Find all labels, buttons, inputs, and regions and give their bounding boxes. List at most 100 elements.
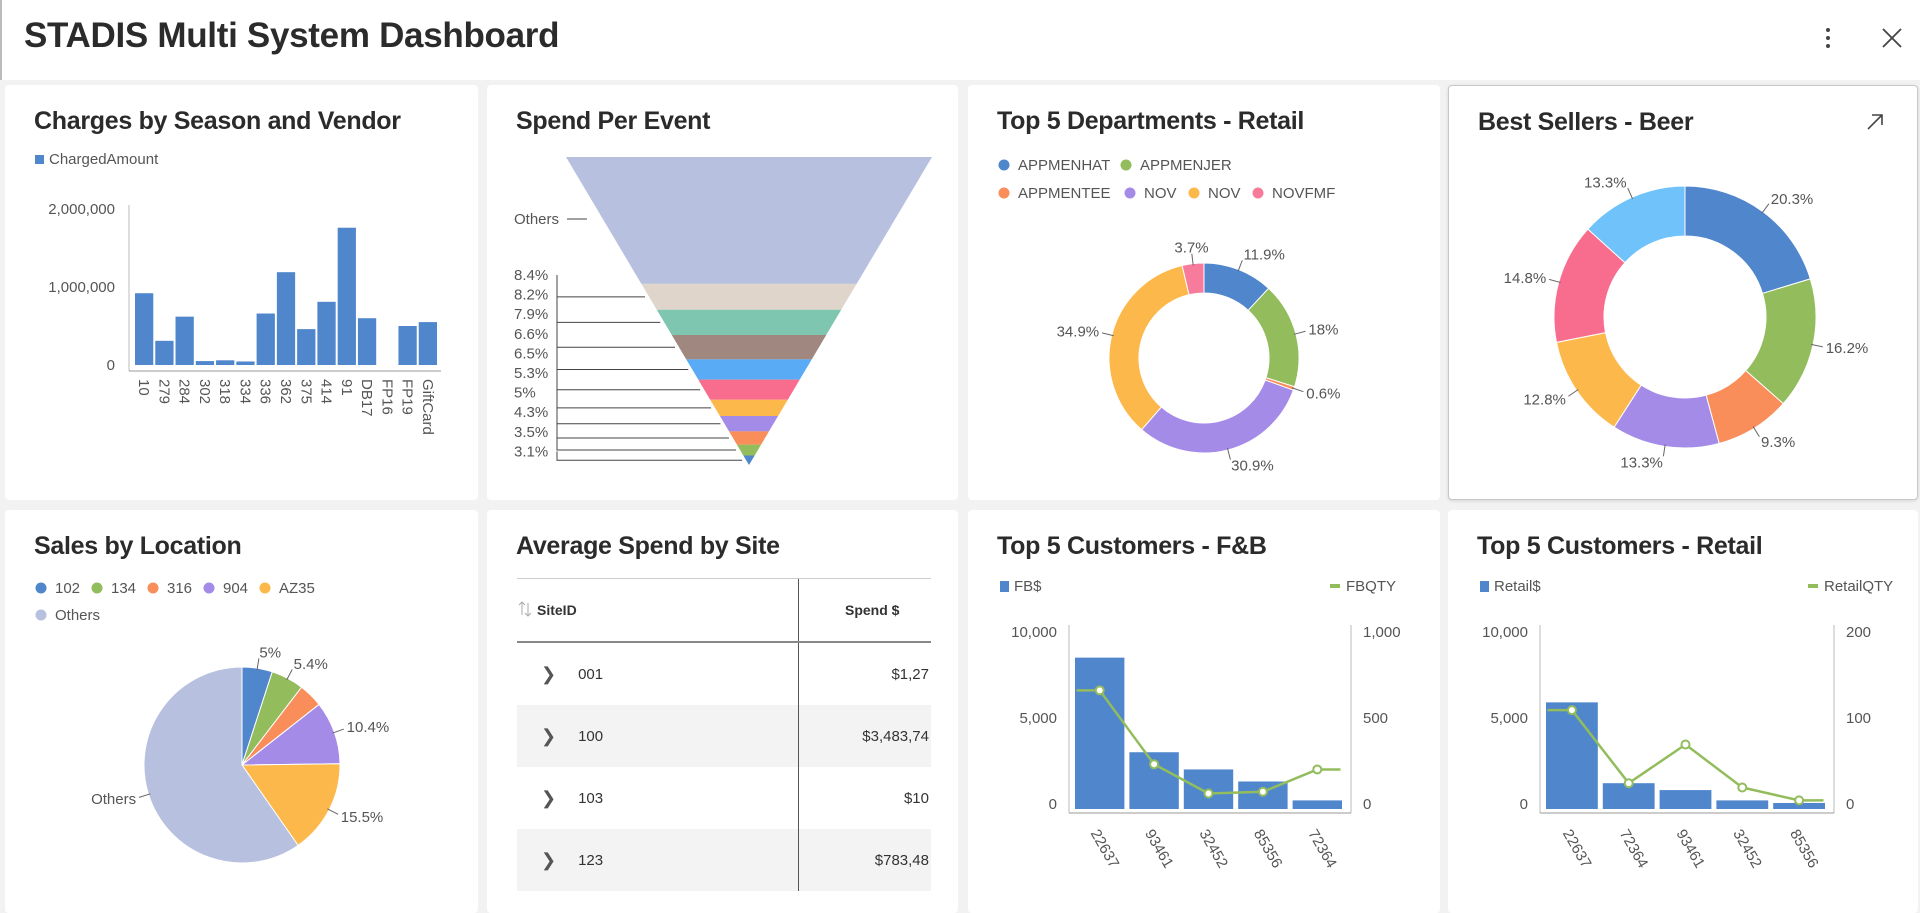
site-id: 001 (578, 665, 604, 683)
legend-marker (1188, 187, 1200, 199)
slice-label: 0.6% (1306, 386, 1340, 403)
sort-arrows-icon[interactable] (517, 599, 533, 619)
leader-line (286, 669, 293, 681)
bar[interactable] (1546, 702, 1598, 809)
site-id: 123 (578, 851, 604, 869)
segment-label: 5.3% (514, 365, 548, 382)
leader-line (256, 658, 260, 671)
pie-slice[interactable] (1140, 379, 1295, 454)
widget-average-spend-by-site[interactable]: Average Spend by Site SiteID Spend $ ❯ 00… (487, 510, 958, 913)
widget-charges-by-season[interactable]: Charges by Season and Vendor ChargedAmou… (5, 85, 478, 500)
slice-label: 10.4% (347, 719, 390, 736)
widget-top5-customers-fb[interactable]: Top 5 Customers - F&B FB$ FBQTY 0 5,000 10,0… (968, 510, 1440, 913)
funnel-segment (566, 157, 932, 284)
slice-label: 12.8% (1523, 392, 1566, 409)
pie-slice[interactable] (1181, 262, 1205, 296)
widget-title: Top 5 Customers - Retail (1477, 532, 1763, 560)
donut-chart: 11.9% 18% 0.6% 30.9% 34.9% 3.7% APPMENHAT APPME… (998, 157, 1340, 474)
y-tick-label: 5,000 (1019, 710, 1057, 727)
bar[interactable] (1773, 802, 1825, 809)
column-label: Spend $ (845, 602, 900, 618)
leader-line (1237, 260, 1243, 272)
y-tick-label: 200 (1846, 624, 1871, 641)
funnel-segment (729, 431, 769, 445)
x-tick-label: 10 (135, 379, 152, 396)
bar (297, 329, 316, 365)
widget-title: Charges by Season and Vendor (34, 107, 401, 135)
table-row[interactable]: ❯ 123 $783,48 (517, 829, 931, 891)
leader-line (556, 353, 701, 391)
x-tick-label: 85356 (1250, 827, 1286, 872)
expand-chevron-icon[interactable]: ❯ (541, 849, 557, 870)
spend-value: $1,27 (891, 665, 929, 683)
legend-label: NOV (1208, 185, 1241, 202)
bar[interactable] (1659, 790, 1712, 809)
more-options-button[interactable] (1810, 20, 1846, 56)
widget-title: Spend Per Event (516, 107, 711, 135)
x-tick-label: 414 (318, 379, 335, 404)
x-tick-label: 85356 (1786, 827, 1822, 872)
column-header-siteid[interactable]: SiteID (517, 579, 799, 641)
widget-spend-per-event[interactable]: Spend Per Event Others 8.4% 8.2% 7.9% 6.6% 6.… (487, 85, 958, 500)
legend-label: APPMENTEE (1018, 185, 1111, 202)
segment-label: 8.4% (514, 267, 548, 284)
line-point (1566, 705, 1577, 716)
segment-label: 6.6% (514, 326, 548, 343)
expand-chevron-icon[interactable]: ❯ (541, 787, 557, 808)
segment-label: 4.3% (514, 404, 548, 421)
column-header-spend[interactable]: Spend $ (799, 579, 929, 641)
bar (357, 318, 377, 365)
expand-chevron-icon[interactable]: ❯ (541, 663, 557, 684)
widget-best-sellers-beer[interactable]: Best Sellers - Beer 20.3% 16.2% 9.3% 13.3% 1… (1448, 85, 1918, 500)
line-point (1312, 764, 1323, 775)
y-tick-label: 2,000,000 (48, 201, 115, 218)
pie-slice[interactable] (1108, 264, 1190, 431)
line-point (1094, 685, 1105, 696)
y-tick-label: 5,000 (1490, 710, 1528, 727)
x-tick-label: FP19 (399, 379, 416, 415)
spend-value: $10 (903, 789, 929, 807)
funnel-segment (656, 309, 842, 336)
legend-label: AZ35 (279, 580, 315, 597)
legend-label: 102 (55, 580, 80, 597)
widget-top5-customers-retail[interactable]: Top 5 Customers - Retail Retail$ RetailQT… (1448, 510, 1918, 913)
segment-label: 7.9% (514, 306, 548, 323)
legend-swatch (1000, 581, 1009, 592)
x-tick-label: 334 (236, 379, 253, 404)
x-tick-label: DB17 (358, 379, 375, 417)
x-tick-label: 336 (257, 379, 274, 404)
x-tick-label: 302 (196, 379, 213, 404)
pie-slice[interactable] (1587, 185, 1686, 264)
bar[interactable] (1075, 657, 1125, 809)
bar (135, 293, 154, 365)
bar[interactable] (1292, 800, 1342, 809)
table-row[interactable]: ❯ 001 $1,27 (517, 643, 931, 705)
legend-label: 134 (111, 580, 136, 597)
table-row[interactable]: ❯ 100 $3,483,74 (517, 705, 931, 767)
bar (276, 272, 296, 365)
segment-label: 3.5% (514, 424, 548, 441)
widget-title: Best Sellers - Beer (1478, 108, 1694, 136)
more-vertical-icon (1826, 28, 1830, 48)
funnel-segment (686, 359, 812, 380)
leader-line (556, 314, 676, 348)
leader-line (327, 808, 339, 815)
bar[interactable] (1716, 800, 1769, 809)
close-button[interactable] (1874, 20, 1910, 56)
segment-label: 8.2% (514, 287, 548, 304)
widget-top5-departments[interactable]: Top 5 Departments - Retail 11.9% 18% 0.6% 3… (968, 85, 1440, 500)
leader-line (332, 728, 345, 734)
pie-slice[interactable] (1247, 287, 1300, 388)
slice-label: Others (91, 791, 136, 808)
line-point (1794, 795, 1805, 806)
leader-line (1810, 343, 1823, 348)
table-row[interactable]: ❯ 103 $10 (517, 767, 931, 829)
leader-line (556, 373, 712, 409)
slice-label: 34.9% (1057, 323, 1100, 340)
legend-label: RetailQTY (1824, 578, 1893, 595)
legend-marker (259, 582, 271, 594)
expand-button[interactable] (1863, 110, 1887, 134)
widget-sales-by-location[interactable]: Sales by Location 5% 5.4% 10.4% 15.5% Others… (5, 510, 478, 913)
close-icon (1882, 28, 1902, 48)
expand-chevron-icon[interactable]: ❯ (541, 725, 557, 746)
